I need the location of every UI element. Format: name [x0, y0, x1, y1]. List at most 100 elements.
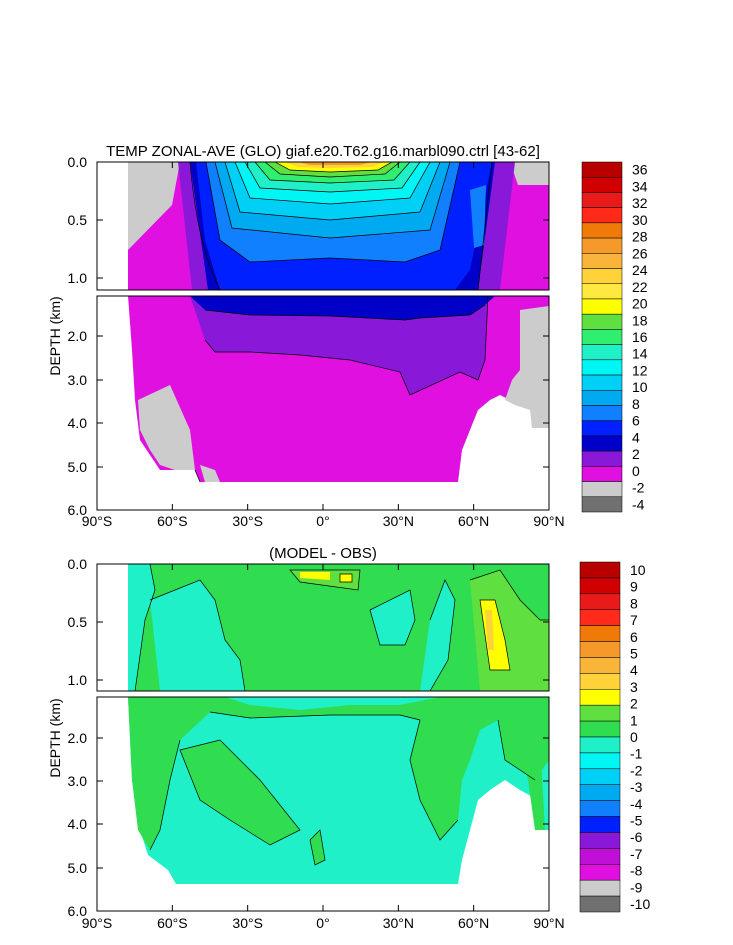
y-tick-label: 3.0 [68, 773, 88, 789]
colorbar-label: 18 [632, 312, 648, 328]
colorbar-box [581, 466, 623, 482]
y-axis-label: DEPTH (km) [47, 296, 63, 375]
colorbar-label: 4 [630, 662, 638, 678]
colorbar-label: 28 [632, 229, 648, 245]
colorbar-box [579, 895, 621, 913]
colorbar-label: 36 [632, 162, 648, 178]
colorbar-box [581, 420, 623, 437]
colorbar-label: -4 [632, 496, 645, 512]
colorbar-box [581, 390, 623, 406]
colorbar-label: -1 [630, 746, 643, 762]
y-tick-label: 2.0 [68, 328, 88, 344]
panel1-axes: 90°S 60°S 30°S 0° 30°N 60°N 90°N 0.0 0.5 1.0 2.0 3.… [47, 154, 565, 529]
y-tick-label: 6.0 [68, 903, 88, 919]
colorbar-label: -6 [630, 829, 643, 845]
colorbar-label: 24 [632, 262, 648, 278]
colorbar-label: 0 [632, 463, 640, 479]
colorbar-label: 20 [632, 296, 648, 312]
colorbar-box [579, 704, 621, 722]
colorbar-label: 5 [630, 645, 638, 661]
x-tick-label: 60°N [458, 915, 489, 931]
y-tick-label: 2.0 [68, 730, 88, 746]
y-tick-label: 4.0 [68, 415, 88, 431]
y-tick-label: 5.0 [68, 459, 88, 475]
colorbar-box [581, 176, 623, 193]
colorbar-box [581, 450, 623, 467]
colorbar-box [579, 848, 621, 865]
colorbar-label: 16 [632, 329, 648, 345]
colorbar-box [579, 657, 621, 674]
colorbar-label: 9 [630, 579, 638, 595]
panel1-title: TEMP ZONAL-AVE (GLO) giaf.e20.T62.g16.ma… [106, 143, 540, 160]
colorbar-label: -5 [630, 813, 643, 829]
x-tick-label: 90°S [82, 915, 113, 931]
x-tick-label: 30°N [383, 915, 414, 931]
x-tick-label: 60°N [458, 513, 489, 529]
panel2-title: (MODEL - OBS) [269, 545, 377, 562]
colorbar-label: -3 [630, 779, 643, 795]
colorbar-label: -2 [632, 480, 645, 496]
colorbar-box [581, 253, 623, 269]
colorbar-label: 14 [632, 346, 648, 362]
colorbar-box [581, 283, 623, 300]
colorbar-box [581, 405, 623, 421]
colorbar-box [579, 593, 621, 610]
colorbar-box [579, 832, 621, 849]
colorbar-box [579, 879, 621, 897]
colorbar-box [579, 577, 621, 595]
colorbar-label: 6 [630, 629, 638, 645]
x-tick-label: 30°N [383, 513, 414, 529]
y-tick-label: 5.0 [68, 860, 88, 876]
colorbar-box [581, 481, 623, 498]
y-tick-label: 6.0 [68, 502, 88, 518]
colorbar-label: 8 [632, 396, 640, 412]
colorbar-label: 1 [630, 712, 638, 728]
colorbar-label: 10 [632, 379, 648, 395]
y-tick-label: 1.0 [68, 672, 88, 688]
x-tick-label: 30°S [232, 513, 263, 529]
colorbar-box [581, 435, 623, 452]
x-tick-label: 90°S [82, 513, 113, 529]
colorbar-box [579, 720, 621, 738]
colorbar-label: 6 [632, 413, 640, 429]
colorbar-box [581, 237, 623, 254]
y-tick-label: 0.5 [68, 614, 88, 630]
colorbar-box [581, 329, 623, 345]
panel1-lower-field [97, 296, 549, 510]
colorbar-box [579, 673, 621, 690]
colorbar-label: 3 [630, 679, 638, 695]
colorbar-box [581, 313, 623, 330]
y-tick-label: 3.0 [68, 372, 88, 388]
colorbar-label: -7 [630, 846, 643, 862]
colorbar-box [581, 344, 623, 361]
colorbar-label: 34 [632, 178, 648, 194]
colorbar-label: -8 [630, 863, 643, 879]
y-tick-label: 0.5 [68, 212, 88, 228]
x-tick-label: 90°N [533, 915, 564, 931]
colorbar-box [581, 298, 623, 315]
panel1-upper-field [97, 162, 549, 290]
colorbar-label: 2 [630, 696, 638, 712]
colorbar-box [581, 192, 623, 208]
y-tick-label: 4.0 [68, 816, 88, 832]
colorbar-box [579, 800, 621, 817]
colorbar-box [579, 641, 621, 658]
colorbar-label: 22 [632, 279, 648, 295]
colorbar-label: 0 [630, 729, 638, 745]
y-axis-label: DEPTH (km) [47, 698, 63, 777]
colorbar-box [581, 496, 623, 513]
colorbar-label: -4 [630, 796, 643, 812]
colorbar-box [581, 374, 623, 391]
colorbar-box [579, 736, 621, 754]
colorbar-label: 8 [630, 595, 638, 611]
colorbar-label: 2 [632, 446, 640, 462]
y-tick-label: 1.0 [68, 270, 88, 286]
colorbar-box [579, 609, 621, 626]
colorbar-box [579, 784, 621, 801]
panel2-upper-field [97, 564, 549, 691]
colorbar-label: 12 [632, 362, 648, 378]
x-tick-label: 60°S [157, 915, 188, 931]
